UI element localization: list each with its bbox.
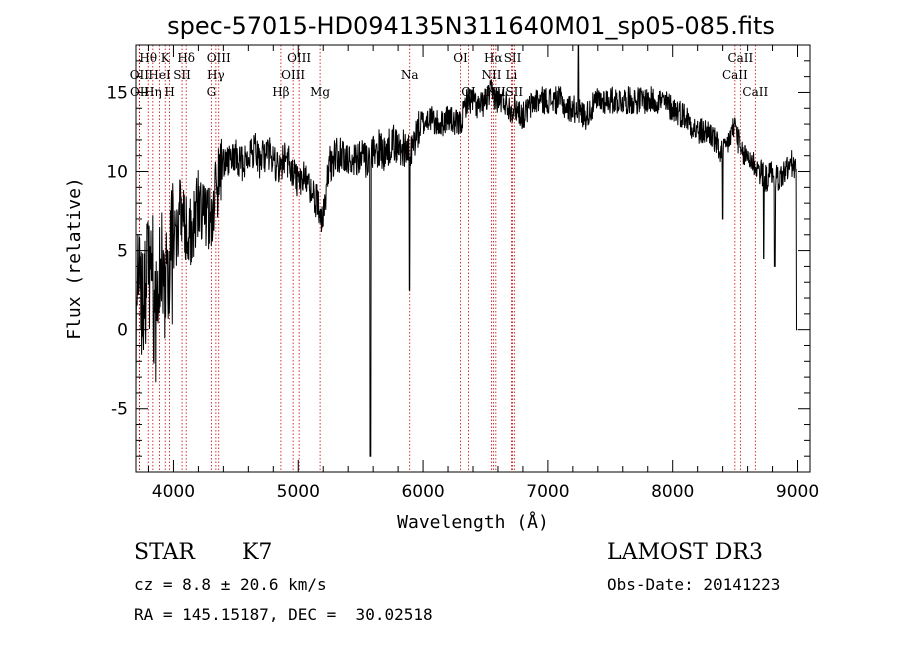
x-tick-label: 8000 — [651, 482, 694, 502]
spectral-line-label: G — [207, 85, 217, 99]
spectral-line-label: OIII — [207, 51, 231, 65]
spectral-line-label: Hδ — [177, 51, 195, 65]
x-axis-label: Wavelength (Å) — [397, 511, 549, 533]
spectral-line-label: K — [161, 51, 171, 65]
spectral-line-label: NII — [481, 68, 501, 82]
chart-title: spec-57015-HD094135N311640M01_sp05-085.f… — [167, 12, 775, 40]
spectral-line-label: OI — [461, 85, 476, 99]
x-tick-label: 4000 — [152, 482, 195, 502]
spectral-line-label: OII — [130, 85, 150, 99]
spectral-line-label: Na — [401, 68, 419, 82]
y-tick-label: -5 — [111, 400, 128, 420]
coordinates: RA = 145.15187, DEC = 30.02518 — [134, 605, 433, 624]
observation-date: Obs-Date: 20141223 — [607, 575, 781, 594]
y-tick-label: 15 — [106, 83, 128, 103]
spectral-line-label: OIII — [281, 68, 305, 82]
spectral-line-label: Hα — [484, 51, 503, 65]
spectral-line-label: H — [164, 85, 174, 99]
spectral-line-label: Li — [506, 68, 518, 82]
redshift-value: cz = 8.8 ± 20.6 km/s — [134, 575, 327, 594]
y-tick-label: 0 — [117, 321, 128, 341]
spectral-line-label: NII — [486, 85, 506, 99]
spectral-line-label: SII — [504, 51, 522, 65]
spectral-line-label: HeI — [148, 68, 171, 82]
x-tick-label: 7000 — [526, 482, 569, 502]
survey-name: LAMOST DR3 — [607, 540, 763, 565]
spectral-line-label: OII — [130, 68, 150, 82]
axes: 4000 5000 6000 7000 8000 9000 -5 0 5 10 15 — [106, 44, 819, 502]
y-axis-label: Flux (relative) — [64, 177, 85, 340]
spectrum-series — [135, 44, 798, 457]
spectral-line-label: SII — [505, 85, 523, 99]
spectral-line-label: Hγ — [207, 68, 225, 82]
spectral-line-label: Hθ — [139, 51, 157, 65]
spectral-line-label: Hη — [144, 85, 162, 99]
spectrum-line — [135, 44, 798, 457]
spectral-line-label: OIII — [287, 51, 311, 65]
y-tick-label: 10 — [106, 163, 128, 183]
spectral-line-label: Mg — [310, 85, 330, 99]
object-subclass: K7 — [242, 540, 273, 565]
spectral-line-label: Hβ — [272, 85, 289, 99]
spectral-line-label: CaII — [742, 85, 768, 99]
x-tick-label: 6000 — [401, 482, 444, 502]
spectral-line-label: CaII — [727, 51, 753, 65]
x-tick-label: 5000 — [277, 482, 320, 502]
spectral-line-label: OI — [453, 51, 468, 65]
object-class: STAR — [134, 540, 195, 565]
spectral-line-label: CaII — [722, 68, 748, 82]
spectral-line-label: SII — [173, 68, 191, 82]
spectral-line-markers — [138, 45, 756, 472]
y-tick-label: 5 — [117, 242, 128, 262]
x-tick-label: 9000 — [776, 482, 819, 502]
